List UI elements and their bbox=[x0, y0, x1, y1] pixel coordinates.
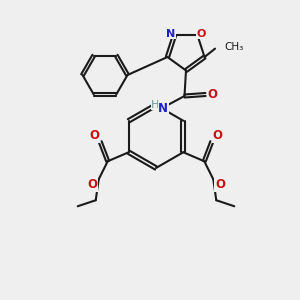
Text: O: O bbox=[212, 129, 222, 142]
Text: O: O bbox=[196, 29, 206, 39]
Text: O: O bbox=[87, 178, 97, 191]
Text: O: O bbox=[207, 88, 217, 101]
Text: CH₃: CH₃ bbox=[224, 42, 243, 52]
Text: H: H bbox=[151, 100, 160, 110]
Text: O: O bbox=[215, 178, 225, 191]
Text: O: O bbox=[90, 129, 100, 142]
Text: N: N bbox=[158, 102, 168, 115]
Text: N: N bbox=[166, 29, 176, 39]
